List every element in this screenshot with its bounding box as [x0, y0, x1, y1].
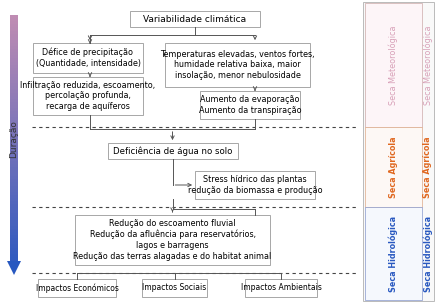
Text: Variabilidade climática: Variabilidade climática	[143, 15, 246, 24]
FancyBboxPatch shape	[245, 279, 317, 297]
FancyBboxPatch shape	[200, 91, 300, 119]
Text: Seca Meteorológica: Seca Meteorológica	[389, 25, 398, 105]
FancyBboxPatch shape	[38, 279, 116, 297]
Text: Impactos Económicos: Impactos Económicos	[35, 283, 118, 293]
FancyBboxPatch shape	[130, 11, 260, 27]
Text: Temperaturas elevadas, ventos fortes,
humidade relativa baixa, maior
insolação, : Temperaturas elevadas, ventos fortes, hu…	[160, 50, 315, 80]
Text: Stress hídrico das plantas
redução da biomassa e produção: Stress hídrico das plantas redução da bi…	[187, 175, 323, 195]
Text: Deficiência de água no solo: Deficiência de água no solo	[113, 146, 232, 156]
Text: Seca Hidrológica: Seca Hidrológica	[389, 215, 398, 291]
FancyBboxPatch shape	[363, 2, 434, 301]
Polygon shape	[7, 261, 21, 275]
Text: Défice de precipitação
(Quantidade, intensidade): Défice de precipitação (Quantidade, inte…	[35, 48, 141, 68]
Text: Infiltração reduzida, escoamento,
percolação profunda,
recarga de aquíferos: Infiltração reduzida, escoamento, percol…	[21, 81, 156, 111]
FancyBboxPatch shape	[365, 127, 422, 207]
Text: Seca Agrícola: Seca Agrícola	[389, 136, 398, 198]
FancyBboxPatch shape	[165, 43, 310, 87]
FancyBboxPatch shape	[33, 43, 143, 73]
FancyBboxPatch shape	[33, 77, 143, 115]
FancyBboxPatch shape	[108, 143, 237, 159]
Text: Impactos Ambientais: Impactos Ambientais	[240, 284, 322, 292]
FancyBboxPatch shape	[365, 207, 422, 300]
FancyBboxPatch shape	[75, 215, 270, 265]
Text: Aumento da evaporação
Aumento da transpiração: Aumento da evaporação Aumento da transpi…	[199, 95, 302, 115]
Text: Redução do escoamento fluvial
Redução da afluência para reservatórios,
lagos e b: Redução do escoamento fluvial Redução da…	[73, 219, 272, 261]
Text: Seca Agrícola: Seca Agrícola	[423, 136, 433, 198]
Text: Seca Hidrológica: Seca Hidrológica	[423, 215, 433, 291]
FancyBboxPatch shape	[142, 279, 207, 297]
FancyBboxPatch shape	[195, 171, 315, 199]
Text: Duração: Duração	[10, 120, 18, 158]
Text: Seca Meteorológica: Seca Meteorológica	[423, 25, 433, 105]
Text: Impactos Sociais: Impactos Sociais	[142, 284, 207, 292]
FancyBboxPatch shape	[365, 3, 422, 127]
